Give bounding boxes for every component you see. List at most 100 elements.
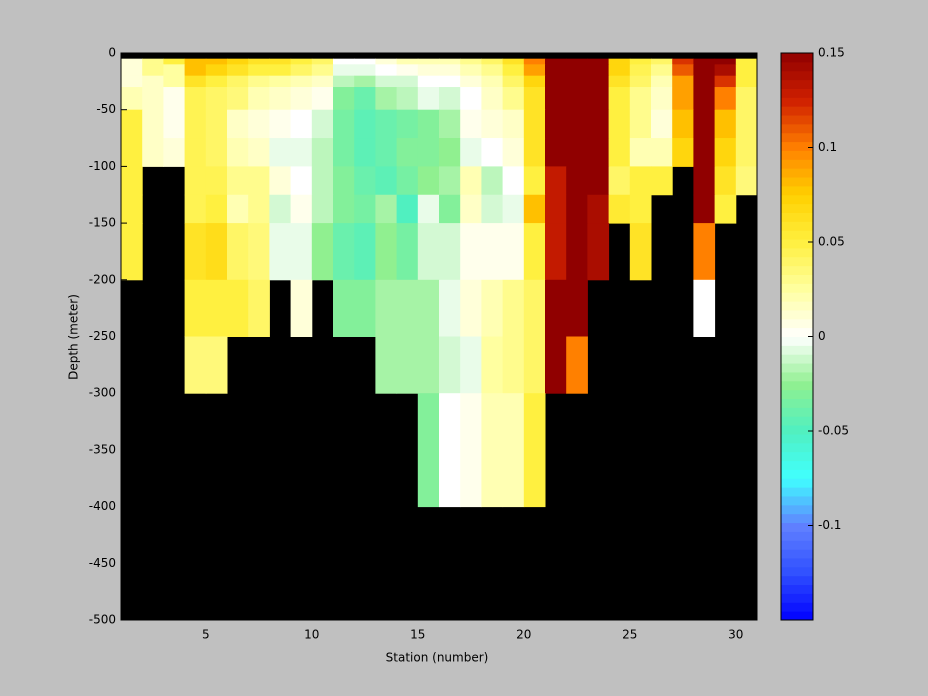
- heat-cell: [121, 166, 143, 196]
- y-tick-label: -300: [89, 386, 116, 400]
- heat-cell: [502, 138, 525, 167]
- heat-cell: [523, 58, 546, 65]
- colorbar-step: [781, 469, 813, 479]
- heat-cell: [545, 194, 567, 224]
- heat-cell: [460, 279, 482, 337]
- heat-cell: [269, 87, 292, 111]
- heat-cell: [545, 64, 567, 77]
- heat-cell: [121, 194, 143, 224]
- colorbar-step: [781, 557, 813, 568]
- colorbar-step: [781, 433, 813, 444]
- colorbar-step: [781, 265, 813, 275]
- heat-cell: [248, 138, 270, 167]
- heat-cell: [714, 87, 737, 111]
- colorbar-step: [781, 301, 813, 311]
- heat-cell: [608, 58, 631, 65]
- heat-cell: [502, 75, 525, 88]
- heat-cell: [290, 58, 313, 65]
- x-tick-label: 10: [304, 628, 319, 642]
- heat-cell: [629, 109, 652, 139]
- heat-cell: [269, 138, 292, 167]
- colorbar-step: [781, 292, 813, 302]
- heat-cell: [248, 75, 270, 88]
- heat-cell: [714, 194, 737, 224]
- colorbar-tick-label: 0.1: [818, 140, 837, 154]
- colorbar-step: [781, 318, 813, 329]
- heat-cell: [311, 109, 334, 139]
- heat-cell: [502, 393, 525, 508]
- heat-cell: [566, 75, 588, 88]
- heat-cell: [417, 336, 440, 394]
- colorbar-step: [781, 584, 813, 594]
- heat-cell: [354, 75, 376, 88]
- heat-cell: [121, 64, 143, 77]
- colorbar-step: [781, 168, 813, 178]
- heat-cell: [227, 58, 249, 65]
- heat-cell: [396, 58, 419, 65]
- heat-cell: [566, 109, 588, 139]
- heat-cell: [502, 64, 525, 77]
- colorbar-step: [781, 247, 813, 258]
- heat-cell: [714, 138, 737, 167]
- heat-cell: [205, 166, 228, 196]
- heat-cell: [545, 138, 567, 167]
- heat-cell: [417, 64, 440, 77]
- heat-cell: [248, 223, 270, 281]
- heat-cell: [227, 279, 249, 337]
- heat-cell: [587, 109, 610, 139]
- heat-cell: [460, 336, 482, 394]
- heat-cell: [566, 279, 588, 337]
- heat-cell: [523, 138, 546, 167]
- heat-cell: [333, 87, 355, 111]
- colorbar-step: [781, 150, 813, 160]
- heat-cell: [439, 336, 461, 394]
- colorbar-tick-label: -0.05: [818, 424, 849, 438]
- heat-cell: [417, 109, 440, 139]
- heat-cell: [290, 194, 313, 224]
- heat-cell: [629, 58, 652, 65]
- heat-cell: [184, 64, 207, 77]
- heat-cell: [651, 75, 673, 88]
- heat-cell: [502, 58, 525, 65]
- heat-cell: [333, 64, 355, 77]
- colorbar-step: [781, 416, 813, 426]
- x-axis-label: Station (number): [386, 651, 489, 665]
- colorbar-step: [781, 115, 813, 125]
- heat-cell: [502, 109, 525, 139]
- heat-cell: [205, 109, 228, 139]
- heat-cell: [545, 58, 567, 65]
- heat-cell: [629, 75, 652, 88]
- heat-cell: [121, 58, 143, 65]
- heat-cell: [523, 75, 546, 88]
- heat-cell: [163, 75, 186, 88]
- heat-cell: [439, 138, 461, 167]
- heat-cell: [375, 166, 398, 196]
- heat-cell: [311, 223, 334, 281]
- heat-cell: [672, 109, 694, 139]
- heat-cell: [523, 279, 546, 337]
- heat-cell: [545, 336, 567, 394]
- heat-cell: [481, 64, 504, 77]
- y-tick-label: -250: [89, 329, 116, 343]
- heat-cell: [290, 166, 313, 196]
- heat-cell: [248, 87, 270, 111]
- heat-cell: [481, 194, 504, 224]
- heat-cell: [311, 166, 334, 196]
- colorbar-step: [781, 159, 813, 169]
- colorbar-step: [781, 611, 813, 621]
- colorbar-step: [781, 478, 813, 488]
- heat-cell: [333, 58, 355, 65]
- heat-cell: [354, 87, 376, 111]
- colorbar-step: [781, 495, 813, 506]
- heat-cell: [693, 87, 716, 111]
- heat-cell: [735, 87, 758, 111]
- heat-cell: [693, 138, 716, 167]
- heat-cell: [184, 138, 207, 167]
- y-tick-label: -50: [96, 102, 116, 116]
- heat-cell: [227, 194, 249, 224]
- heat-cell: [523, 87, 546, 111]
- heat-cell: [396, 138, 419, 167]
- heat-cell: [608, 87, 631, 111]
- heat-cell: [417, 58, 440, 65]
- heat-cell: [333, 166, 355, 196]
